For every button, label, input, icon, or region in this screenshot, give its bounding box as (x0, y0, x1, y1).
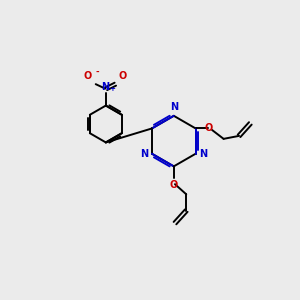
Text: O: O (118, 71, 126, 81)
Text: -: - (95, 68, 99, 77)
Text: +: + (110, 85, 115, 91)
Text: N: N (170, 102, 178, 112)
Text: O: O (205, 124, 213, 134)
Text: O: O (84, 71, 92, 81)
Text: N: N (140, 149, 148, 159)
Text: O: O (170, 180, 178, 190)
Text: N: N (200, 149, 208, 159)
Text: N: N (101, 82, 109, 92)
